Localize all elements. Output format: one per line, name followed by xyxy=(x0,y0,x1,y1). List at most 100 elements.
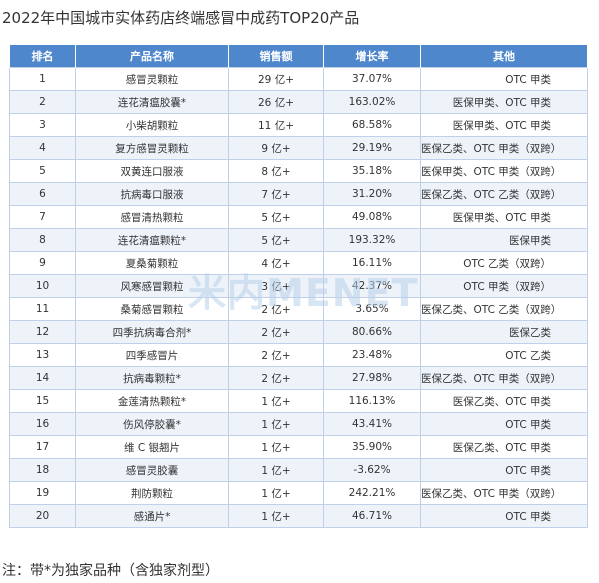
cell-product-name: 四季感冒片 xyxy=(75,343,229,367)
cell-sales: 1 亿+ xyxy=(228,504,324,528)
cell-rank: 6 xyxy=(9,182,76,206)
cell-rank: 9 xyxy=(9,251,76,275)
cell-growth: 46.71% xyxy=(323,504,421,528)
cell-other: 医保乙类 xyxy=(420,320,588,344)
table-row: 12 四季抗病毒合剂* 2 亿+ 80.66% 医保乙类 xyxy=(9,320,588,344)
cell-growth: 49.08% xyxy=(323,205,421,229)
cell-product-name: 双黄连口服液 xyxy=(75,159,229,183)
cell-sales: 2 亿+ xyxy=(228,320,324,344)
cell-product-name: 抗病毒颗粒* xyxy=(75,366,229,390)
cell-product-name: 四季抗病毒合剂* xyxy=(75,320,229,344)
cell-rank: 8 xyxy=(9,228,76,252)
cell-growth: 16.11% xyxy=(323,251,421,275)
table-row: 5 双黄连口服液 8 亿+ 35.18% 医保甲类、OTC 甲类（双跨） xyxy=(9,159,588,183)
cell-rank: 18 xyxy=(9,458,76,482)
cell-growth: 42.37% xyxy=(323,274,421,298)
cell-rank: 10 xyxy=(9,274,76,298)
cell-sales: 1 亿+ xyxy=(228,458,324,482)
cell-other: 医保甲类、OTC 甲类 xyxy=(420,205,588,229)
table-header-row: 排名 产品名称 销售额 增长率 其他 xyxy=(9,45,588,68)
table-row: 17 维 C 银翘片 1 亿+ 35.90% 医保乙类、OTC 甲类 xyxy=(9,435,588,459)
table-row: 9 夏桑菊颗粒 4 亿+ 16.11% OTC 乙类（双跨） xyxy=(9,251,588,275)
footnote: 注：带*为独家品种（含独家剂型） xyxy=(2,563,219,579)
cell-product-name: 连花清瘟胶囊* xyxy=(75,90,229,114)
cell-sales: 1 亿+ xyxy=(228,435,324,459)
table-row: 2 连花清瘟胶囊* 26 亿+ 163.02% 医保甲类、OTC 甲类 xyxy=(9,90,588,114)
cell-other: 医保乙类、OTC 甲类（双跨） xyxy=(420,366,588,390)
cell-rank: 17 xyxy=(9,435,76,459)
table-row: 4 复方感冒灵颗粒 9 亿+ 29.19% 医保乙类、OTC 甲类（双跨） xyxy=(9,136,588,160)
cell-product-name: 感冒灵胶囊 xyxy=(75,458,229,482)
table-row: 8 连花清瘟颗粒* 5 亿+ 193.32% 医保甲类 xyxy=(9,228,588,252)
cell-product-name: 抗病毒口服液 xyxy=(75,182,229,206)
cell-growth: 27.98% xyxy=(323,366,421,390)
table-body: 1 感冒灵颗粒 29 亿+ 37.07% OTC 甲类 2 连花清瘟胶囊* 26 亿+ 163.… xyxy=(9,67,588,528)
cell-product-name: 感冒清热颗粒 xyxy=(75,205,229,229)
header-product-name: 产品名称 xyxy=(75,45,229,68)
cell-rank: 2 xyxy=(9,90,76,114)
cell-sales: 2 亿+ xyxy=(228,343,324,367)
cell-other: 医保乙类、OTC 甲类 xyxy=(420,435,588,459)
cell-product-name: 复方感冒灵颗粒 xyxy=(75,136,229,160)
cell-sales: 1 亿+ xyxy=(228,412,324,436)
cell-product-name: 风寒感冒颗粒 xyxy=(75,274,229,298)
cell-other: 医保乙类、OTC 乙类（双跨） xyxy=(420,182,588,206)
header-sales: 销售额 xyxy=(228,45,324,68)
cell-other: 医保乙类、OTC 甲类 xyxy=(420,389,588,413)
cell-sales: 26 亿+ xyxy=(228,90,324,114)
cell-rank: 14 xyxy=(9,366,76,390)
cell-growth: 37.07% xyxy=(323,67,421,91)
cell-product-name: 连花清瘟颗粒* xyxy=(75,228,229,252)
cell-rank: 11 xyxy=(9,297,76,321)
cell-rank: 5 xyxy=(9,159,76,183)
cell-sales: 2 亿+ xyxy=(228,366,324,390)
table-row: 19 荆防颗粒 1 亿+ 242.21% 医保乙类、OTC 甲类（双跨） xyxy=(9,481,588,505)
cell-growth: 80.66% xyxy=(323,320,421,344)
cell-growth: 43.41% xyxy=(323,412,421,436)
header-growth: 增长率 xyxy=(323,45,421,68)
cell-growth: 193.32% xyxy=(323,228,421,252)
cell-other: 医保甲类 xyxy=(420,228,588,252)
cell-other: OTC 甲类 xyxy=(420,67,588,91)
cell-growth: 242.21% xyxy=(323,481,421,505)
cell-other: OTC 乙类（双跨） xyxy=(420,251,588,275)
cell-product-name: 感通片* xyxy=(75,504,229,528)
table-row: 18 感冒灵胶囊 1 亿+ -3.62% OTC 甲类 xyxy=(9,458,588,482)
cell-growth: 35.18% xyxy=(323,159,421,183)
table-row: 1 感冒灵颗粒 29 亿+ 37.07% OTC 甲类 xyxy=(9,67,588,91)
header-rank: 排名 xyxy=(9,45,76,68)
cell-sales: 5 亿+ xyxy=(228,228,324,252)
table-row: 3 小柴胡颗粒 11 亿+ 68.58% 医保甲类、OTC 甲类 xyxy=(9,113,588,137)
cell-sales: 1 亿+ xyxy=(228,481,324,505)
cell-product-name: 金莲清热颗粒* xyxy=(75,389,229,413)
table-row: 13 四季感冒片 2 亿+ 23.48% OTC 乙类 xyxy=(9,343,588,367)
cell-product-name: 伤风停胶囊* xyxy=(75,412,229,436)
table-row: 10 风寒感冒颗粒 3 亿+ 42.37% OTC 甲类（双跨） xyxy=(9,274,588,298)
table-row: 6 抗病毒口服液 7 亿+ 31.20% 医保乙类、OTC 乙类（双跨） xyxy=(9,182,588,206)
cell-growth: 116.13% xyxy=(323,389,421,413)
cell-sales: 9 亿+ xyxy=(228,136,324,160)
cell-rank: 7 xyxy=(9,205,76,229)
ranking-table: 排名 产品名称 销售额 增长率 其他 1 感冒灵颗粒 29 亿+ 37.07% OTC … xyxy=(9,45,588,528)
cell-other: OTC 甲类（双跨） xyxy=(420,274,588,298)
ranking-table-container: 排名 产品名称 销售额 增长率 其他 1 感冒灵颗粒 29 亿+ 37.07% OTC … xyxy=(9,45,588,528)
header-other: 其他 xyxy=(420,45,588,68)
table-row: 14 抗病毒颗粒* 2 亿+ 27.98% 医保乙类、OTC 甲类（双跨） xyxy=(9,366,588,390)
cell-rank: 3 xyxy=(9,113,76,137)
cell-product-name: 小柴胡颗粒 xyxy=(75,113,229,137)
cell-rank: 15 xyxy=(9,389,76,413)
cell-other: 医保甲类、OTC 甲类 xyxy=(420,113,588,137)
cell-growth: 68.58% xyxy=(323,113,421,137)
cell-product-name: 荆防颗粒 xyxy=(75,481,229,505)
table-row: 20 感通片* 1 亿+ 46.71% OTC 甲类 xyxy=(9,504,588,528)
cell-sales: 4 亿+ xyxy=(228,251,324,275)
cell-growth: 3.65% xyxy=(323,297,421,321)
cell-growth: 31.20% xyxy=(323,182,421,206)
cell-rank: 1 xyxy=(9,67,76,91)
cell-sales: 3 亿+ xyxy=(228,274,324,298)
cell-other: OTC 甲类 xyxy=(420,412,588,436)
table-row: 7 感冒清热颗粒 5 亿+ 49.08% 医保甲类、OTC 甲类 xyxy=(9,205,588,229)
cell-other: 医保甲类、OTC 甲类（双跨） xyxy=(420,159,588,183)
cell-product-name: 夏桑菊颗粒 xyxy=(75,251,229,275)
cell-rank: 16 xyxy=(9,412,76,436)
